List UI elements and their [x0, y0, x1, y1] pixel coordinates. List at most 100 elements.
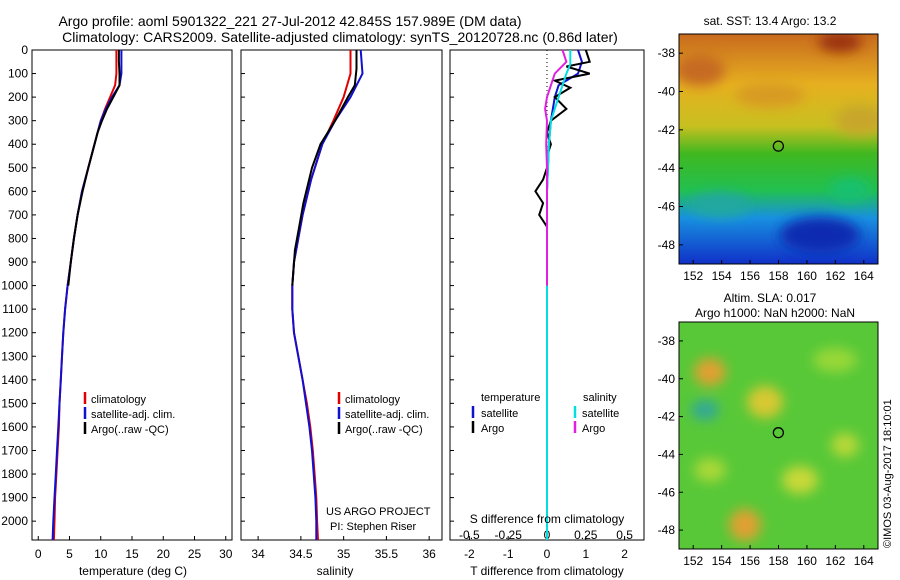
- salinity-xlabel: salinity: [317, 564, 354, 578]
- legend-label: Argo(..raw -QC): [91, 424, 169, 436]
- series-line: [546, 50, 572, 540]
- map-x-tick-label: 156: [740, 554, 760, 568]
- s-tick-label: 0.25: [574, 528, 598, 542]
- sst-patch: [690, 193, 750, 217]
- map-y-tick-label: -48: [658, 523, 676, 537]
- difference-legend: temperature salinity satellite Argo sate…: [471, 392, 619, 435]
- depth-tick-label: 300: [8, 114, 28, 128]
- series-line: [52, 50, 118, 541]
- x-tick-label: 5: [66, 547, 73, 561]
- x-tick-label: 0: [544, 547, 551, 561]
- depth-tick-label: 1800: [1, 467, 28, 481]
- sst-patch: [679, 54, 725, 86]
- sla-patch: [694, 358, 726, 386]
- x-tick-label: 0: [35, 547, 42, 561]
- legend-label: satellite-adj. clim.: [345, 409, 429, 421]
- x-tick-label: 35: [337, 547, 351, 561]
- map-y-tick-label: -38: [658, 334, 676, 348]
- depth-tick-label: 2000: [1, 514, 28, 528]
- sst-patch: [830, 178, 870, 202]
- legend-label: Argo: [582, 423, 605, 435]
- depth-tick-label: 200: [8, 90, 28, 104]
- map-y-tick-label: -44: [658, 447, 676, 461]
- sst-map-title: sat. SST: 13.4 Argo: 13.2: [704, 14, 837, 28]
- sla-patch: [813, 348, 857, 372]
- depth-tick-label: 800: [8, 231, 28, 245]
- legend-title-temperature: temperature: [481, 392, 540, 404]
- sla-map: 152 154 156 158 160 162 164 -38 -40 -42 -44 -46 -48: [658, 321, 879, 568]
- s-tick-label: -0.25: [495, 528, 523, 542]
- x-tick-label: 34.5: [289, 547, 313, 561]
- sla-patch: [831, 433, 859, 457]
- x-tick-label: 1: [582, 547, 589, 561]
- depth-tick-label: 1000: [1, 279, 28, 293]
- header-line-2: Climatology: CARS2009. Satellite-adjuste…: [62, 29, 618, 45]
- depth-tick-label: 900: [8, 255, 28, 269]
- x-tick-label: 15: [125, 547, 139, 561]
- x-tick-label: 36: [422, 547, 436, 561]
- series-line: [51, 50, 123, 541]
- series-line: [67, 50, 121, 286]
- legend-label: Argo(..raw -QC): [345, 424, 423, 436]
- sla-map-ticks: 152 154 156 158 160 162 164 -38 -40 -42 -44 -46 -48: [658, 334, 874, 568]
- depth-tick-label: 1500: [1, 396, 28, 410]
- depth-axis: 0 100 200 300 400 500 600 700 800 900 1000 1100 1200…: [1, 43, 454, 528]
- map-x-tick-label: 154: [712, 269, 732, 283]
- header-line-1: Argo profile: aoml 5901322_221 27-Jul-20…: [58, 13, 521, 29]
- depth-tick-label: 1900: [1, 491, 28, 505]
- legend-label: satellite: [582, 408, 619, 420]
- series-line: [291, 49, 364, 540]
- sla-patch: [691, 400, 719, 420]
- temperature-legend: climatology satellite-adj. clim. Argo(..…: [83, 392, 175, 436]
- x-tick-label: 10: [94, 547, 108, 561]
- map-y-tick-label: -44: [658, 161, 676, 175]
- legend-label: climatology: [345, 394, 401, 406]
- x-tick-label: 25: [188, 547, 202, 561]
- sla-map-title: Altim. SLA: 0.017: [724, 291, 817, 305]
- legend-label: satellite-adj. clim.: [91, 409, 175, 421]
- difference-panel: -2 -1 0 1 2-0.5 -0.25 0 0.25 0.5: [459, 49, 633, 561]
- credit-stamp: ©IMOS 03-Aug-2017 18:10:01: [882, 399, 894, 548]
- x-tick-label: 35.5: [375, 547, 399, 561]
- map-y-tick-label: -40: [658, 372, 676, 386]
- map-x-tick-label: 162: [825, 554, 845, 568]
- depth-tick-label: 1700: [1, 443, 28, 457]
- pi-label: PI: Stephen Riser: [330, 521, 417, 533]
- sla-patch: [782, 466, 818, 494]
- depth-tick-label: 1400: [1, 373, 28, 387]
- map-x-tick-label: 158: [768, 269, 788, 283]
- map-x-tick-label: 160: [797, 554, 817, 568]
- depth-tick-label: 1300: [1, 349, 28, 363]
- map-x-tick-label: 152: [683, 554, 703, 568]
- map-x-tick-label: 160: [797, 269, 817, 283]
- map-x-tick-label: 152: [683, 269, 703, 283]
- sla-patch: [694, 458, 726, 482]
- map-x-tick-label: 158: [768, 554, 788, 568]
- map-x-tick-label: 164: [854, 554, 874, 568]
- map-x-tick-label: 164: [854, 269, 874, 283]
- map-x-tick-label: 156: [740, 269, 760, 283]
- depth-tick-label: 700: [8, 208, 28, 222]
- depth-tick-label: 1200: [1, 326, 28, 340]
- x-tick-label: -1: [503, 547, 514, 561]
- sst-patch: [835, 105, 878, 135]
- depth-tick-label: 600: [8, 184, 28, 198]
- argo-location-marker: [772, 140, 785, 152]
- map-y-tick-label: -42: [658, 123, 676, 137]
- depth-tick-label: 100: [8, 67, 28, 81]
- legend-label: satellite: [481, 408, 518, 420]
- salinity-axes: [240, 49, 443, 541]
- sst-patch: [818, 34, 862, 52]
- sst-map-ticks: 152 154 156 158 160 162 164 -38 -40 -42 -44 -46 -48: [658, 46, 874, 283]
- series-line: [546, 49, 583, 540]
- temperature-xlabel: temperature (deg C): [79, 564, 187, 578]
- map-y-tick-label: -48: [658, 238, 676, 252]
- argo-location-marker: [772, 427, 785, 439]
- depth-tick-label: 500: [8, 161, 28, 175]
- x-tick-label: 34: [251, 547, 265, 561]
- series-line: [291, 50, 352, 541]
- x-tick-label: -2: [464, 547, 475, 561]
- project-label: US ARGO PROJECT: [326, 506, 431, 518]
- map-y-tick-label: -42: [658, 410, 676, 424]
